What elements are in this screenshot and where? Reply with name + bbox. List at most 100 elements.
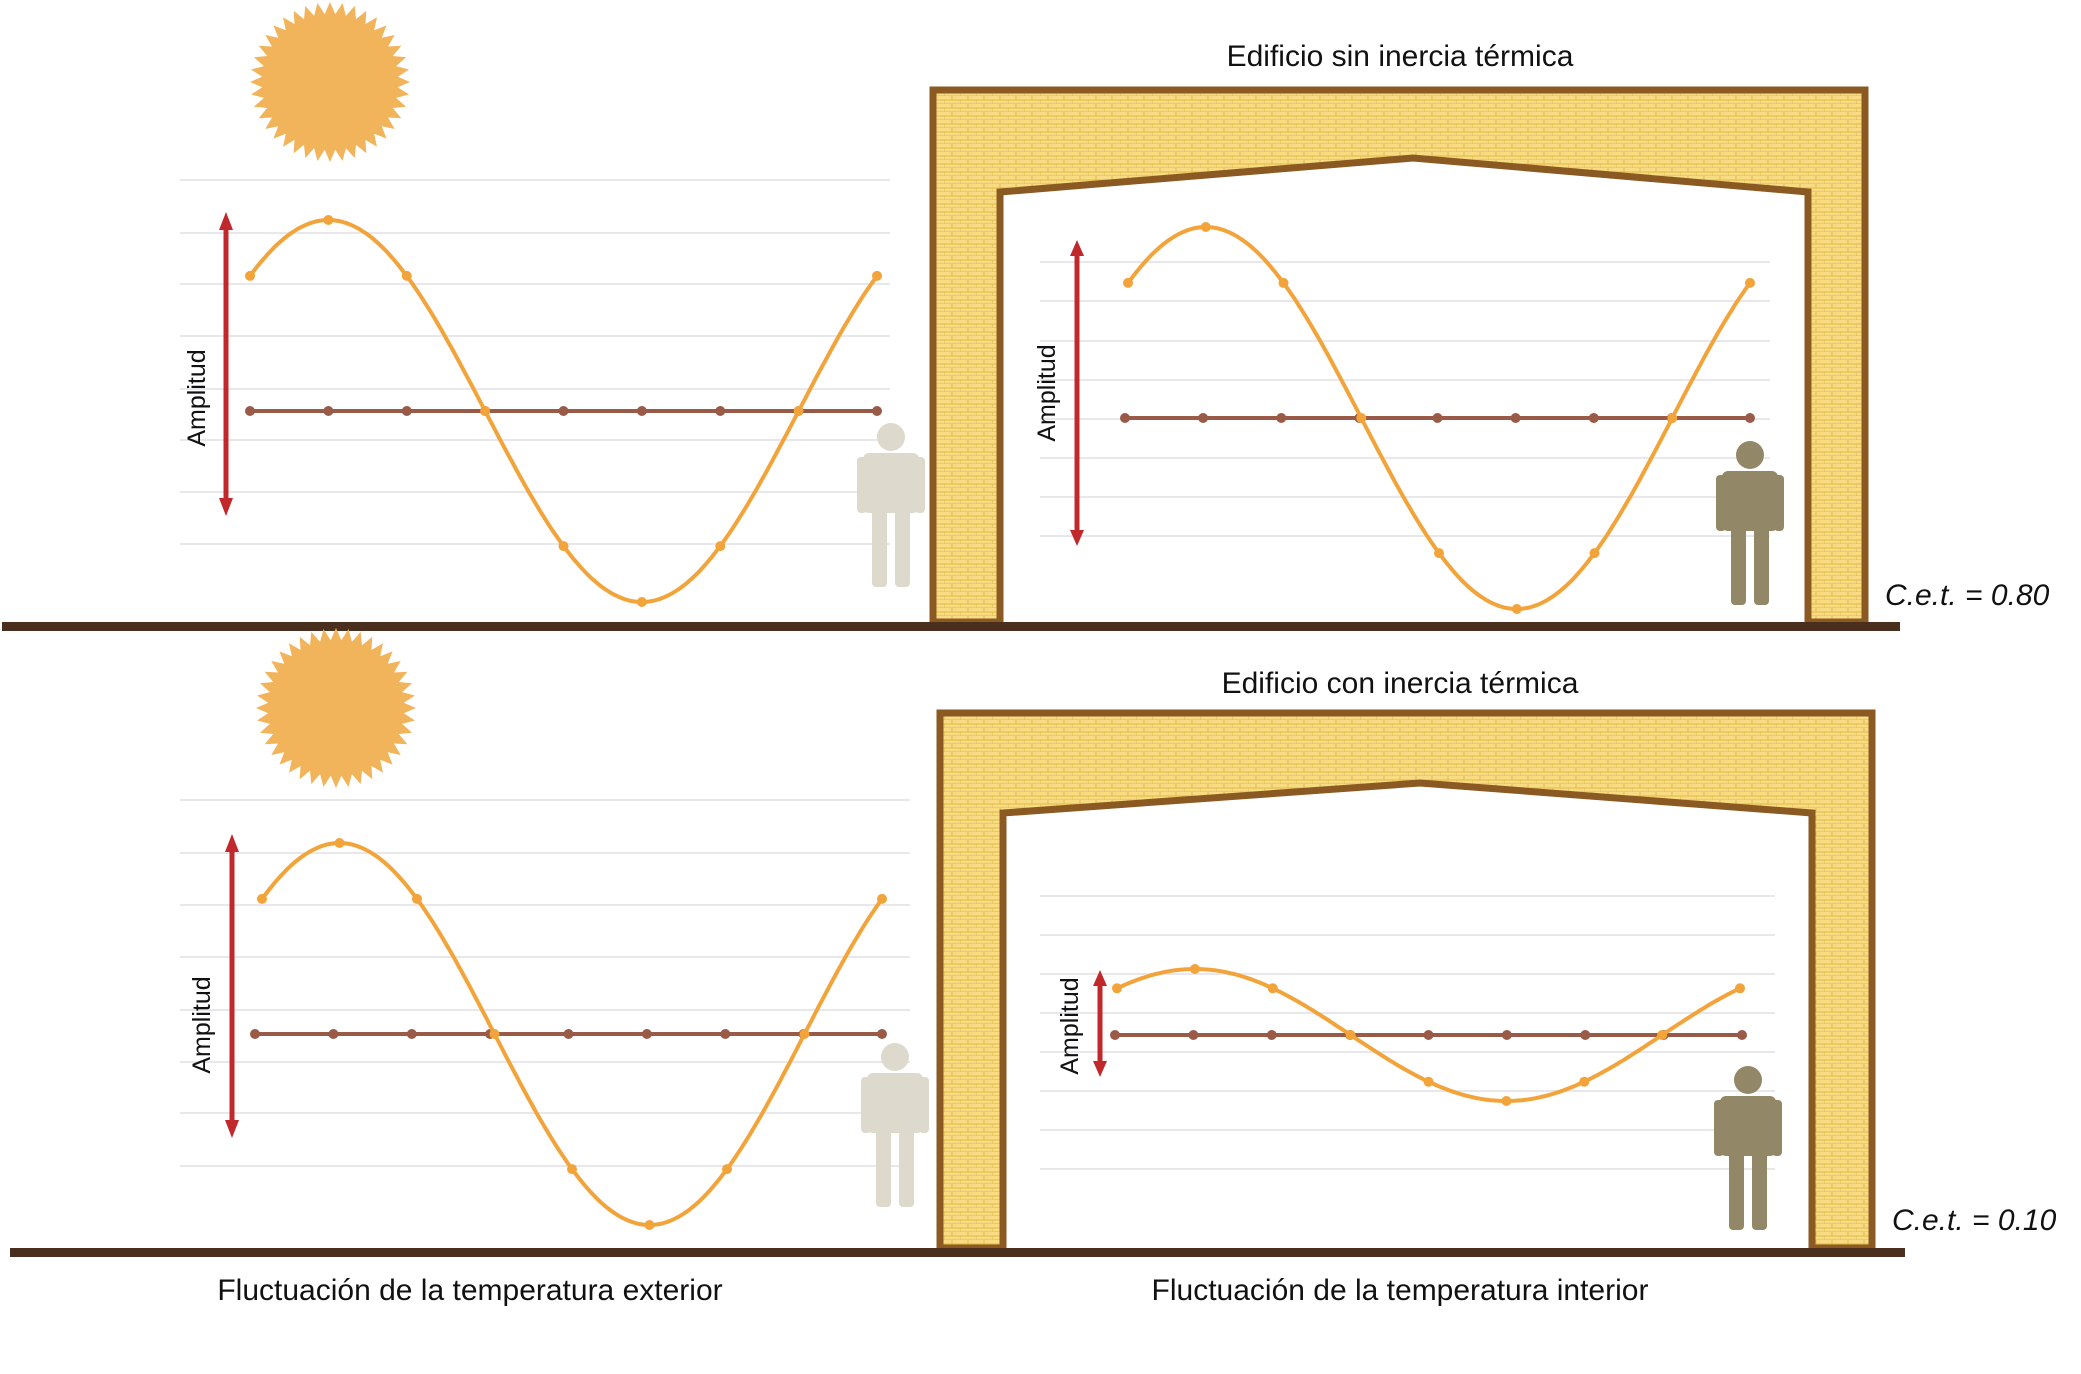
wave-point: [401, 270, 412, 281]
mean-point: [1510, 413, 1521, 423]
person-icon: [1714, 1066, 1782, 1230]
person-shape: [1774, 475, 1784, 531]
top-building: [929, 86, 1869, 626]
mean-point: [563, 1029, 574, 1039]
mean-point: [1588, 413, 1599, 423]
person-shape: [899, 1129, 914, 1207]
person-shape: [1752, 1152, 1767, 1230]
wave-point: [1735, 983, 1745, 994]
mean-point: [323, 406, 334, 416]
person-shape: [1772, 1100, 1782, 1156]
mean-point: [641, 1029, 652, 1039]
mean-point: [1745, 413, 1755, 423]
wave-point: [567, 1164, 577, 1175]
person-shape: [877, 423, 905, 451]
person-shape: [1720, 1096, 1776, 1156]
person-shape: [895, 509, 910, 587]
person-shape: [863, 453, 919, 513]
wave-point: [1345, 1030, 1356, 1040]
bottom-outdoor-wave-dots: [257, 838, 887, 1230]
person-shape: [881, 1043, 909, 1071]
person-shape: [1731, 527, 1746, 605]
mean-point: [1110, 1030, 1120, 1040]
person-shape: [867, 1073, 923, 1133]
top-indoor-graph: Amplitud: [1033, 222, 1755, 614]
wave-point: [1579, 1076, 1590, 1087]
top-building-title: Edificio sin inercia térmica: [1227, 40, 1574, 73]
wave-point: [1112, 983, 1122, 994]
person-shape: [872, 509, 887, 587]
person-shape: [915, 457, 925, 513]
bottom-outdoor-graph: Amplitud: [188, 834, 887, 1230]
wave-point: [715, 541, 726, 552]
bottom-row: Edificio con inercia térmica Amplitud: [10, 628, 2057, 1257]
mean-point: [1198, 413, 1209, 423]
mean-point: [1276, 413, 1287, 423]
wave-point: [1423, 1076, 1434, 1087]
mean-point: [877, 1029, 887, 1039]
wave-point: [1745, 277, 1755, 288]
bottom-indoor-graph: Amplitud: [1056, 964, 1747, 1106]
mean-point: [1501, 1030, 1512, 1040]
caption-interior: Fluctuación de la temperatura interior: [1152, 1274, 1649, 1307]
wave-point: [1657, 1030, 1668, 1040]
wave-point: [799, 1029, 810, 1039]
top-indoor-gridlines: [1040, 261, 1770, 537]
person-shape: [1714, 1100, 1724, 1156]
top-outdoor-amplitude-arrow: [219, 212, 233, 516]
wave-point: [644, 1220, 655, 1230]
mean-point: [1580, 1030, 1591, 1040]
top-cet-value: C.e.t. = 0.80: [1885, 579, 2050, 612]
sun-icon: [250, 2, 410, 162]
bottom-building-title: Edificio con inercia térmica: [1222, 667, 1579, 700]
person-shape: [1754, 527, 1769, 605]
person-shape: [1734, 1066, 1762, 1094]
bottom-outdoor-amplitude-arrow: [225, 834, 239, 1138]
top-building-wall: [929, 86, 1869, 626]
bottom-ground-line: [10, 1248, 1905, 1257]
bottom-outdoor-mean-dots: [250, 1029, 887, 1039]
top-indoor-mean-dots: [1120, 413, 1755, 423]
bottom-cet-value: C.e.t. = 0.10: [1892, 1204, 2057, 1237]
wave-point: [489, 1029, 500, 1039]
top-outdoor-amplitude-label: Amplitud: [183, 349, 211, 446]
wave-point: [1667, 413, 1678, 423]
wave-point: [1278, 277, 1289, 288]
mean-point: [720, 1029, 731, 1039]
mean-point: [558, 406, 569, 416]
mean-point: [1432, 413, 1443, 423]
wave-point: [334, 838, 345, 848]
wave-point: [1511, 604, 1522, 614]
person-icon: [1716, 441, 1784, 605]
mean-point: [328, 1029, 339, 1039]
mean-point: [1188, 1030, 1199, 1040]
wave-point: [1501, 1096, 1512, 1106]
top-indoor-amplitude-arrow: [1070, 240, 1084, 546]
mean-point: [1737, 1030, 1747, 1040]
wave-point: [1123, 277, 1133, 288]
person-shape: [1722, 471, 1778, 531]
wave-point: [1189, 964, 1200, 974]
person-shape: [1736, 441, 1764, 469]
person-shape: [876, 1129, 891, 1207]
person-icon: [857, 423, 925, 587]
bottom-indoor-mean-dots: [1110, 1030, 1747, 1040]
person-icon: [861, 1043, 929, 1207]
bottom-indoor-gridlines: [1040, 895, 1775, 1170]
wave-point: [877, 893, 887, 904]
mean-point: [636, 406, 647, 416]
wave-point: [480, 406, 491, 416]
wave-point: [245, 270, 255, 281]
person-shape: [857, 457, 867, 513]
wave-point: [1434, 548, 1444, 559]
mean-point: [401, 406, 412, 416]
wave-point: [323, 215, 334, 225]
mean-point: [250, 1029, 260, 1039]
wave-point: [412, 893, 422, 904]
mean-point: [715, 406, 726, 416]
sun-icon: [256, 628, 416, 788]
mean-point: [1120, 413, 1130, 423]
wave-point: [257, 893, 267, 904]
